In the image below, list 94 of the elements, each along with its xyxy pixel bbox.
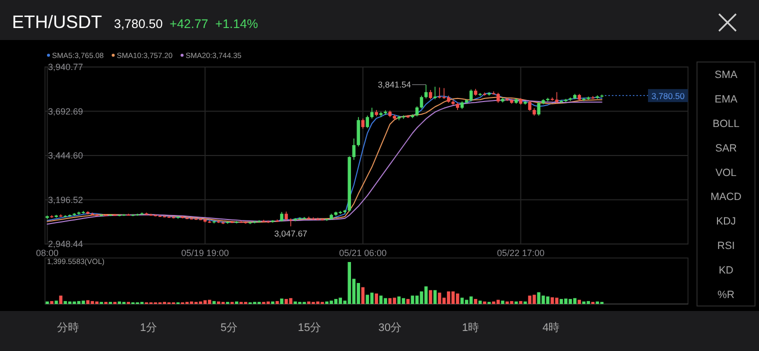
bar bbox=[469, 296, 473, 304]
bar bbox=[379, 296, 383, 304]
bar bbox=[397, 296, 401, 304]
bar bbox=[216, 301, 220, 304]
candlestick bbox=[496, 92, 500, 104]
candlestick bbox=[397, 115, 401, 121]
text: 5分 bbox=[220, 322, 238, 334]
text: 4時 bbox=[542, 321, 560, 334]
candlestick bbox=[361, 118, 365, 130]
text: %R bbox=[718, 288, 735, 301]
bar bbox=[519, 301, 522, 304]
candlestick bbox=[537, 102, 540, 116]
bar bbox=[198, 301, 202, 304]
candlestick bbox=[420, 95, 424, 109]
chart-title: ETH/USDT bbox=[12, 12, 102, 32]
text: RSI bbox=[717, 240, 735, 252]
bar bbox=[54, 300, 58, 304]
text: MACD bbox=[710, 191, 742, 204]
candlestick bbox=[415, 106, 419, 117]
candlestick bbox=[366, 115, 370, 129]
bar bbox=[514, 301, 518, 304]
annotation: 3,047.67 bbox=[274, 228, 308, 238]
bar bbox=[483, 301, 486, 304]
bar bbox=[410, 296, 414, 304]
chart-subtitle: 3,780.50 +42.77 +1.14% bbox=[114, 17, 258, 31]
text: 1分 bbox=[140, 322, 158, 334]
candlestick bbox=[433, 86, 437, 100]
bar bbox=[451, 291, 455, 304]
bar bbox=[203, 300, 207, 304]
bar bbox=[428, 290, 432, 304]
x-tick-label: 05/21 06:00 bbox=[339, 248, 387, 258]
y-tick-label: 3,692.69 bbox=[48, 106, 84, 116]
bar bbox=[46, 301, 49, 304]
bar bbox=[438, 292, 442, 304]
bar bbox=[456, 294, 460, 304]
bar bbox=[524, 301, 527, 304]
bar bbox=[474, 298, 478, 304]
candlestick bbox=[402, 114, 406, 120]
y-tick-label: 3,940.77 bbox=[48, 62, 84, 72]
candlestick bbox=[352, 138, 356, 160]
candlestick bbox=[424, 84, 428, 99]
bar bbox=[190, 301, 194, 304]
bar bbox=[361, 287, 365, 304]
candlestick bbox=[438, 87, 442, 99]
bar bbox=[235, 301, 238, 304]
bar bbox=[59, 296, 62, 304]
y-tick-label: 3,444.60 bbox=[48, 150, 84, 161]
x-tick-label: 08:00 bbox=[36, 248, 59, 258]
bar bbox=[392, 298, 396, 304]
ref-line-label: 3,780.50 bbox=[651, 91, 685, 102]
candlestick bbox=[370, 107, 374, 119]
bar bbox=[280, 298, 284, 304]
bar bbox=[356, 283, 360, 304]
text: VOL bbox=[715, 166, 737, 179]
bar bbox=[402, 298, 406, 304]
x-tick-label: 05/19 19:00 bbox=[181, 248, 229, 258]
text: 分時 bbox=[57, 321, 79, 334]
candlestick bbox=[469, 89, 473, 102]
bar bbox=[424, 286, 428, 304]
y-tick-label: 3,196.52 bbox=[48, 194, 84, 205]
text: SAR bbox=[715, 142, 738, 154]
text: KD bbox=[718, 264, 734, 276]
bar bbox=[366, 294, 370, 304]
bar bbox=[460, 298, 464, 304]
bar bbox=[276, 301, 279, 304]
bar bbox=[374, 294, 378, 304]
bar bbox=[446, 291, 450, 304]
text: BOLL bbox=[712, 118, 740, 130]
bar bbox=[415, 296, 419, 304]
bar bbox=[50, 301, 54, 304]
text: 15分 bbox=[298, 322, 322, 334]
bar bbox=[388, 298, 392, 304]
text: EMA bbox=[714, 94, 738, 106]
candlestick bbox=[528, 100, 532, 112]
candlestick bbox=[280, 212, 284, 222]
bar bbox=[384, 298, 388, 304]
annotation: 3,841.54 bbox=[378, 80, 412, 90]
bar bbox=[406, 298, 410, 304]
text: 1時 bbox=[462, 321, 480, 334]
text: 30分 bbox=[378, 322, 402, 334]
bar bbox=[370, 292, 374, 304]
x-tick-label: 05/22 17:00 bbox=[496, 248, 544, 258]
bar bbox=[478, 300, 482, 304]
bar bbox=[501, 300, 504, 304]
y-tick-label: 2,948.44 bbox=[48, 239, 84, 250]
bar bbox=[118, 301, 122, 304]
text: SMA bbox=[714, 69, 738, 82]
text: KDJ bbox=[716, 216, 736, 228]
bar bbox=[212, 301, 216, 304]
bar bbox=[271, 301, 274, 304]
candlestick bbox=[428, 90, 432, 100]
candlestick bbox=[442, 88, 446, 100]
bar bbox=[433, 290, 437, 304]
bar bbox=[578, 300, 581, 304]
